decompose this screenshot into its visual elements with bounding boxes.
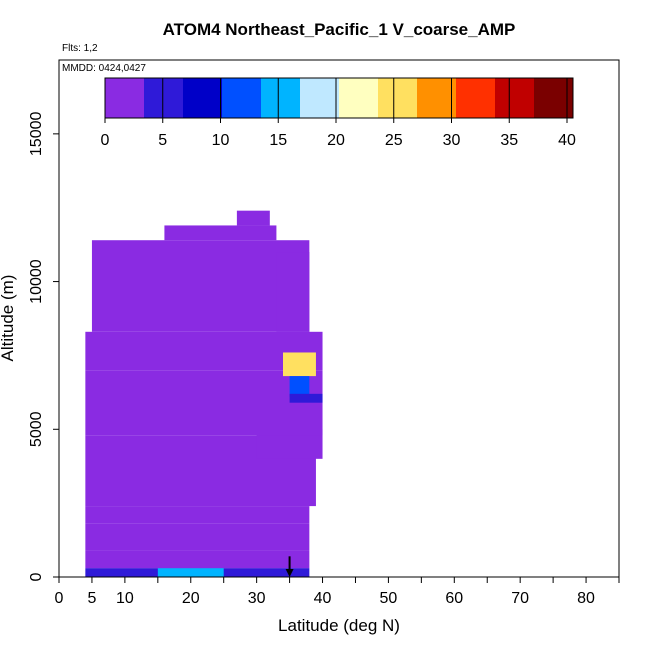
colorbar-segment — [495, 78, 535, 118]
x-tick-label: 70 — [511, 590, 529, 607]
colorbar-tick-label: 35 — [500, 132, 518, 149]
x-axis-label: Latitude (deg N) — [278, 616, 400, 635]
colorbar-segment — [534, 78, 574, 118]
colorbar-tick-label: 0 — [101, 132, 110, 149]
y-tick-label: 5000 — [28, 411, 45, 447]
x-tick-label: 50 — [380, 590, 398, 607]
colorbar-segment — [339, 78, 379, 118]
colorbar-segment — [456, 78, 496, 118]
y-axis-label: Altitude (m) — [0, 275, 17, 362]
heatmap-cell — [85, 506, 310, 524]
x-tick-label: 60 — [445, 590, 463, 607]
colorbar-tick-label: 40 — [558, 132, 576, 149]
x-tick-label: 40 — [314, 590, 332, 607]
colorbar-segment — [144, 78, 184, 118]
heatmap-cell — [236, 210, 270, 226]
x-tick-label: 0 — [55, 590, 64, 607]
colorbar-segment — [105, 78, 145, 118]
y-tick-label: 0 — [28, 572, 45, 581]
heatmap-cell — [289, 393, 323, 403]
plot-frame — [58, 59, 620, 578]
arrow-head — [285, 569, 294, 577]
colorbar-segment — [378, 78, 418, 118]
y-tick-label: 15000 — [28, 112, 45, 157]
x-tick-label: 80 — [577, 590, 595, 607]
colorbar-segment — [417, 78, 457, 118]
heatmap-cell — [157, 568, 224, 577]
x-tick-label: 30 — [248, 590, 266, 607]
colorbar-segment — [261, 78, 301, 118]
heatmap-cell — [91, 240, 310, 332]
colorbar-tick-label: 25 — [385, 132, 403, 149]
colorbar-tick-label: 20 — [327, 132, 345, 149]
heatmap-cells — [85, 210, 323, 577]
colorbar-tick-label: 10 — [212, 132, 230, 149]
chart-title: ATOM4 Northeast_Pacific_1 V_coarse_AMP — [163, 20, 516, 39]
y-axis: 0 5000 10000 15000 — [28, 112, 59, 581]
colorbar-tick-label: 15 — [269, 132, 287, 149]
colorbar-tick-label: 30 — [443, 132, 461, 149]
flights-label: Flts: 1,2 — [62, 43, 98, 54]
x-axis: 0 5 10 20 30 40 50 60 70 80 — [55, 577, 620, 607]
heatmap-cell — [276, 252, 310, 332]
heatmap-cell — [85, 523, 310, 551]
colorbar-segment — [222, 78, 262, 118]
colorbar-segment — [183, 78, 223, 118]
colorbar: 0 5 10 15 20 25 30 35 40 — [101, 77, 576, 149]
dates-label: MMDD: 0424,0427 — [62, 63, 146, 74]
heatmap-cell — [289, 376, 310, 397]
colorbar-tick-label: 5 — [158, 132, 167, 149]
heatmap-cell — [283, 352, 316, 377]
x-tick-label: 10 — [116, 590, 134, 607]
heatmap-cell — [85, 550, 310, 569]
x-tick-label: 5 — [87, 590, 96, 607]
heatmap-cell — [85, 370, 323, 436]
x-tick-label: 20 — [182, 590, 200, 607]
y-tick-label: 10000 — [28, 259, 45, 304]
colorbar-segment — [300, 78, 340, 118]
heatmap-cell — [164, 225, 277, 241]
